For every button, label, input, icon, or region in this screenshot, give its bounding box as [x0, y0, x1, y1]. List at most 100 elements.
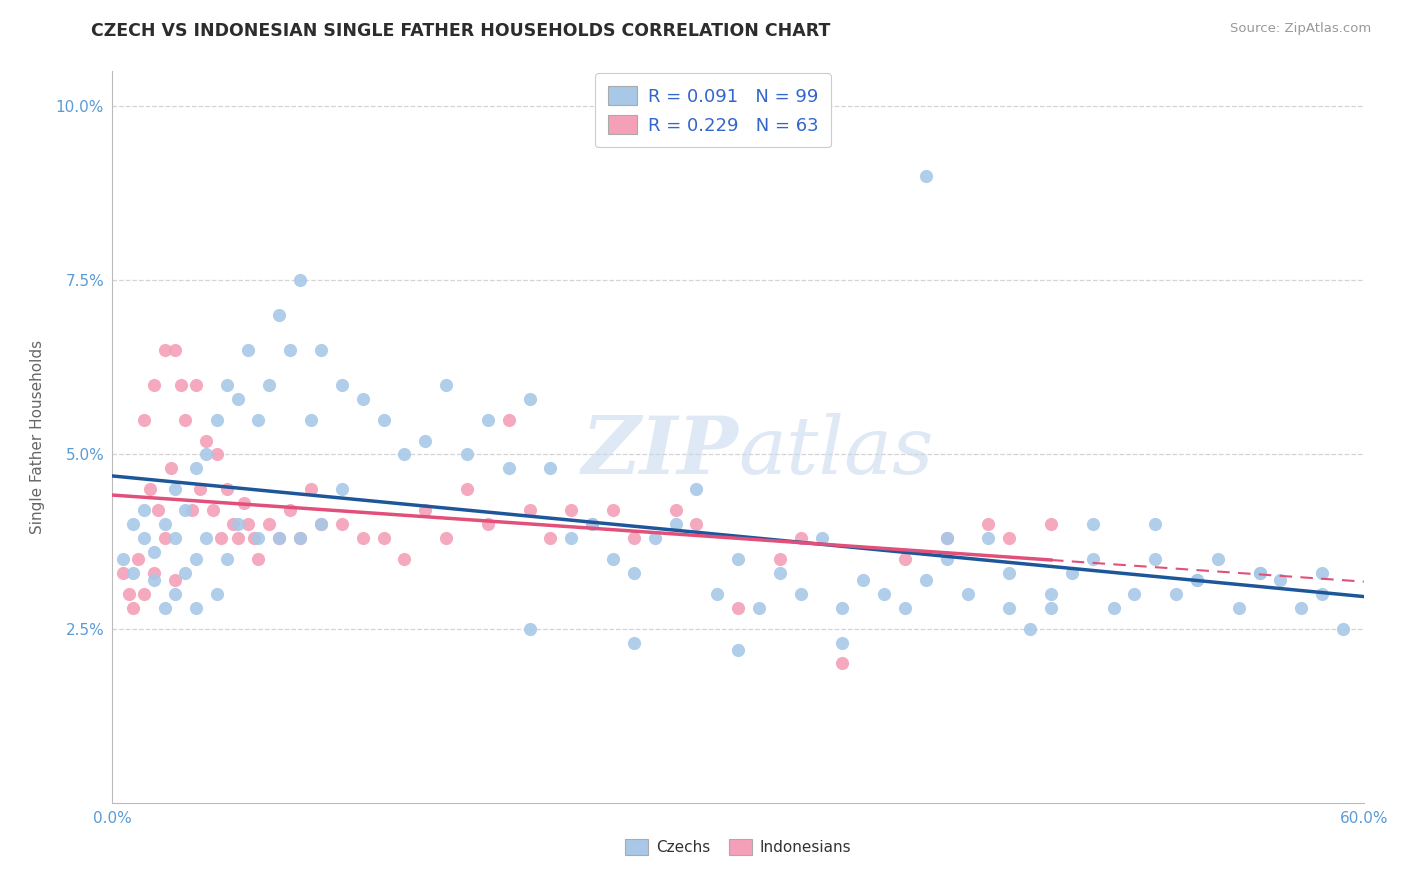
Point	[352, 392, 374, 406]
Point	[560, 531, 582, 545]
Text: Source: ZipAtlas.com: Source: ZipAtlas.com	[1230, 22, 1371, 36]
Point	[894, 552, 917, 566]
Point	[309, 517, 332, 532]
Text: atlas: atlas	[738, 413, 934, 491]
Point	[299, 412, 322, 426]
Point	[180, 503, 202, 517]
Point	[727, 642, 749, 657]
Point	[209, 531, 232, 545]
Point	[195, 448, 218, 462]
Point	[222, 517, 245, 532]
Point	[623, 635, 645, 649]
Point	[456, 448, 478, 462]
Point	[269, 531, 291, 545]
Point	[581, 517, 603, 532]
Point	[330, 517, 353, 532]
Point	[1102, 600, 1125, 615]
Point	[247, 552, 270, 566]
Point	[111, 552, 134, 566]
Point	[184, 552, 207, 566]
Point	[956, 587, 979, 601]
Point	[581, 517, 603, 532]
Point	[143, 566, 166, 580]
Point	[977, 517, 1000, 532]
Point	[477, 412, 499, 426]
Point	[727, 552, 749, 566]
Point	[217, 377, 239, 392]
Point	[685, 483, 707, 497]
Point	[188, 483, 211, 497]
Point	[810, 531, 832, 545]
Point	[727, 600, 749, 615]
Point	[236, 343, 259, 357]
Point	[143, 573, 166, 587]
Point	[498, 461, 520, 475]
Legend: Czechs, Indonesians: Czechs, Indonesians	[620, 833, 856, 861]
Point	[915, 169, 938, 183]
Point	[269, 308, 291, 322]
Point	[232, 496, 254, 510]
Point	[205, 412, 228, 426]
Point	[163, 587, 186, 601]
Point	[935, 531, 957, 545]
Point	[174, 566, 197, 580]
Point	[132, 587, 155, 601]
Point	[1249, 566, 1271, 580]
Point	[111, 566, 134, 580]
Point	[769, 552, 792, 566]
Text: CZECH VS INDONESIAN SINGLE FATHER HOUSEHOLDS CORRELATION CHART: CZECH VS INDONESIAN SINGLE FATHER HOUSEH…	[91, 22, 831, 40]
Point	[1039, 600, 1063, 615]
Point	[278, 343, 301, 357]
Point	[170, 377, 193, 392]
Point	[977, 531, 1000, 545]
Point	[201, 503, 224, 517]
Point	[290, 531, 312, 545]
Point	[217, 552, 239, 566]
Point	[243, 531, 266, 545]
Point	[1144, 517, 1167, 532]
Point	[1039, 587, 1063, 601]
Point	[184, 377, 207, 392]
Point	[290, 273, 312, 287]
Point	[153, 531, 176, 545]
Point	[309, 517, 332, 532]
Point	[665, 503, 688, 517]
Point	[153, 600, 176, 615]
Point	[394, 448, 416, 462]
Point	[1081, 552, 1104, 566]
Point	[226, 531, 249, 545]
Point	[330, 377, 353, 392]
Point	[519, 392, 541, 406]
Point	[1206, 552, 1229, 566]
Point	[236, 517, 259, 532]
Point	[538, 531, 561, 545]
Point	[132, 412, 155, 426]
Point	[1060, 566, 1083, 580]
Point	[122, 566, 145, 580]
Point	[290, 531, 312, 545]
Point	[1123, 587, 1146, 601]
Point	[498, 412, 520, 426]
Point	[278, 503, 301, 517]
Point	[413, 503, 436, 517]
Point	[519, 622, 541, 636]
Point	[163, 531, 186, 545]
Point	[706, 587, 728, 601]
Point	[330, 483, 353, 497]
Point	[160, 461, 183, 475]
Point	[998, 566, 1021, 580]
Point	[195, 434, 218, 448]
Point	[163, 483, 186, 497]
Point	[831, 635, 853, 649]
Point	[644, 531, 666, 545]
Point	[1270, 573, 1292, 587]
Point	[1164, 587, 1187, 601]
Point	[560, 503, 582, 517]
Point	[1227, 600, 1250, 615]
Point	[1310, 587, 1333, 601]
Point	[394, 552, 416, 566]
Point	[1081, 517, 1104, 532]
Point	[1019, 622, 1042, 636]
Point	[873, 587, 896, 601]
Point	[1185, 573, 1208, 587]
